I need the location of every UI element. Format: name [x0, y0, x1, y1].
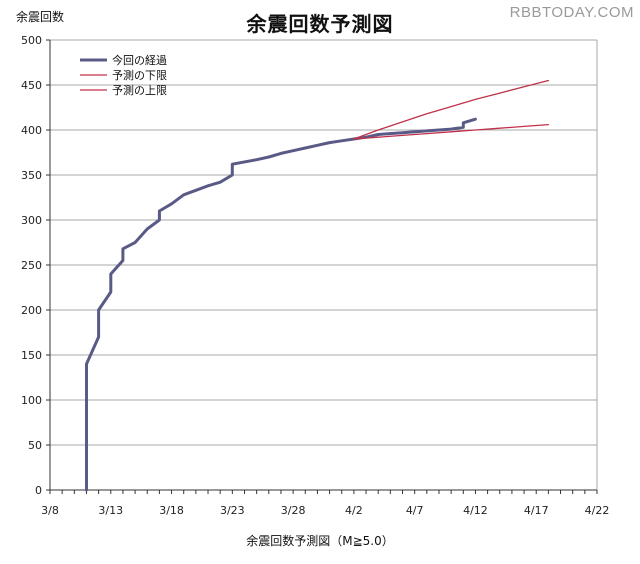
x-tick-labels: 3/8 3/13 3/18 3/23 3/28 4/2 4/7 4/12 4/17 4/22 — [41, 504, 609, 517]
x-axis-label: 余震回数予測図（M≧5.0） — [246, 534, 394, 548]
y-tick-label: 500 — [21, 34, 42, 47]
y-tick-labels: 0 50 100 150 200 250 300 350 400 450 500 — [21, 34, 42, 497]
y-tick-label: 50 — [28, 439, 42, 452]
legend-label-1: 今回の経過 — [112, 53, 167, 67]
y-tick-label: 0 — [35, 484, 42, 497]
axes — [46, 39, 598, 494]
series-line-1 — [85, 117, 477, 492]
y-tick-label: 200 — [21, 304, 42, 317]
x-tick-label: 4/22 — [585, 504, 610, 517]
y-axis-label: 余震回数 — [16, 10, 65, 24]
series-line-3 — [353, 79, 550, 140]
x-tick-label: 3/8 — [41, 504, 59, 517]
x-tick-label: 4/12 — [463, 504, 488, 517]
y-tick-label: 100 — [21, 394, 42, 407]
chart-title: 余震回数予測図 — [246, 12, 394, 36]
y-tick-label: 450 — [21, 79, 42, 92]
x-tick-label: 4/7 — [406, 504, 424, 517]
x-tick-label: 3/18 — [159, 504, 184, 517]
x-tick-label: 4/2 — [345, 504, 363, 517]
series-lines — [85, 79, 550, 492]
y-tick-label: 300 — [21, 214, 42, 227]
legend-label-2: 予測の下限 — [112, 68, 167, 82]
y-tick-label: 350 — [21, 169, 42, 182]
x-tick-label: 3/23 — [220, 504, 245, 517]
series-line-2 — [353, 123, 550, 140]
gridlines — [50, 39, 598, 491]
x-tick-label: 3/28 — [281, 504, 306, 517]
legend-label-3: 予測の上限 — [112, 83, 167, 97]
watermark: RBBTODAY.COM — [509, 4, 634, 21]
y-tick-label: 250 — [21, 259, 42, 272]
x-tick-label: 4/17 — [524, 504, 549, 517]
x-tick-label: 3/13 — [98, 504, 123, 517]
y-tick-label: 400 — [21, 124, 42, 137]
y-tick-label: 150 — [21, 349, 42, 362]
